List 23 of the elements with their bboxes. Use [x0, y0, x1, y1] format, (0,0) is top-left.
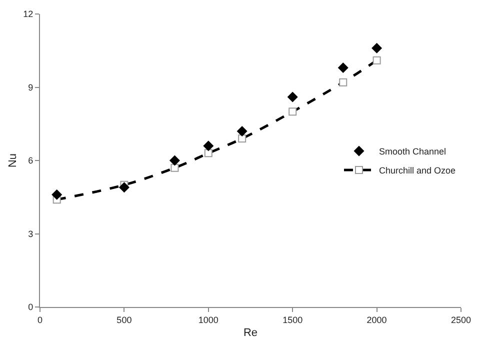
- point: [237, 126, 248, 136]
- x-tick-label: 1000: [198, 314, 218, 325]
- point: [372, 43, 382, 54]
- x-tick-label: 500: [116, 314, 132, 325]
- point: [203, 140, 214, 151]
- point: [288, 92, 298, 102]
- y-axis-title: Nu: [6, 153, 19, 168]
- x-tick-label: 1500: [282, 314, 303, 325]
- y-tick-label: 0: [28, 302, 34, 312]
- legend-label: Smooth Channel: [379, 146, 446, 157]
- x-tick-label: 2000: [366, 314, 387, 325]
- x-tick-label: 2500: [450, 314, 472, 325]
- y-tick-label: 3: [28, 228, 34, 239]
- y-tick-label: 9: [28, 82, 34, 92]
- legend-label: Churchill and Ozoe: [379, 166, 456, 176]
- point: [170, 155, 180, 166]
- x-tick-label: 0: [37, 314, 43, 325]
- x-axis-title: Re: [243, 327, 258, 339]
- point: [52, 190, 62, 200]
- point: [338, 62, 348, 73]
- y-tick-label: 6: [28, 156, 34, 166]
- point: [119, 182, 130, 192]
- y-tick-label: 12: [23, 9, 34, 20]
